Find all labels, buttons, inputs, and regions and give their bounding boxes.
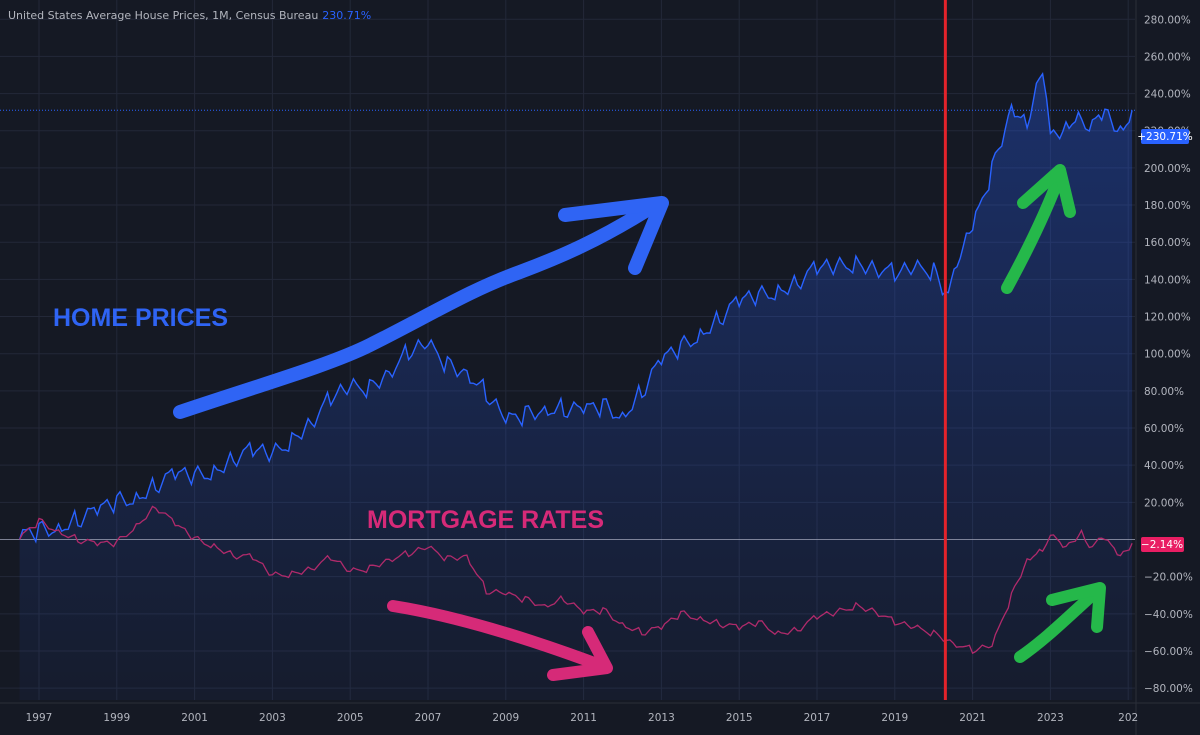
chart-title: United States Average House Prices, 1M, … — [8, 9, 319, 22]
y-tick-label: 140.00% — [1144, 274, 1191, 286]
x-tick-label: 202 — [1118, 712, 1138, 724]
green-arrow-prices — [1001, 164, 1076, 294]
mortgage-badge: −2.14% — [1141, 537, 1184, 552]
x-tick-label: 2001 — [181, 712, 208, 724]
mortgage-rates-arrow — [387, 600, 613, 681]
x-tick-label: 1997 — [26, 712, 53, 724]
home-price-badge-label: +230.71% — [1137, 131, 1193, 143]
y-tick-label: 60.00% — [1144, 423, 1184, 435]
green-arrow-rates — [1014, 582, 1106, 663]
x-tick-label: 2009 — [492, 712, 519, 724]
home-prices-line — [18, 71, 1133, 544]
mortgage-badge-label: −2.14% — [1141, 539, 1183, 551]
x-tick-label: 2003 — [259, 712, 286, 724]
x-tick-label: 2021 — [959, 712, 986, 724]
x-axis: 1997 1999 2001 2003 2005 2007 2009 2011 2013 2015… — [26, 712, 1139, 724]
x-tick-label: 2007 — [415, 712, 442, 724]
x-tick-label: 1999 — [103, 712, 130, 724]
chart-header: United States Average House Prices, 1M, … — [8, 9, 371, 22]
mortgage-rates-line — [19, 505, 1133, 655]
y-tick-label: 120.00% — [1144, 312, 1191, 324]
home-prices-arrow — [173, 196, 669, 419]
y-tick-label: 260.00% — [1144, 51, 1191, 63]
y-tick-label: 280.00% — [1144, 14, 1191, 26]
y-tick-label: 80.00% — [1144, 386, 1184, 398]
x-tick-label: 2023 — [1037, 712, 1064, 724]
x-tick-label: 2005 — [337, 712, 364, 724]
home-prices-area — [19, 73, 1133, 701]
home-prices-label: HOME PRICES — [53, 304, 228, 332]
y-tick-label: 200.00% — [1144, 163, 1191, 175]
y-tick-label: −20.00% — [1144, 572, 1193, 584]
y-tick-label: 20.00% — [1144, 497, 1184, 509]
y-tick-label: 240.00% — [1144, 89, 1191, 101]
x-tick-label: 2019 — [881, 712, 908, 724]
y-tick-label: 160.00% — [1144, 237, 1191, 249]
x-tick-label: 2013 — [648, 712, 675, 724]
y-tick-label: −40.00% — [1144, 609, 1193, 621]
x-tick-label: 2017 — [804, 712, 831, 724]
chart-header-value: 230.71% — [322, 9, 372, 22]
x-tick-label: 2011 — [570, 712, 597, 724]
x-tick-label: 2015 — [726, 712, 753, 724]
y-axis: 300.00%280.00%260.00%240.00%220.00%200.0… — [1144, 14, 1193, 695]
y-tick-label: 100.00% — [1144, 349, 1191, 361]
y-tick-label: 40.00% — [1144, 460, 1184, 472]
y-tick-label: −80.00% — [1144, 683, 1193, 695]
mortgage-rates-label: MORTGAGE RATES — [367, 506, 604, 534]
y-tick-label: 180.00% — [1144, 200, 1191, 212]
y-tick-label: −60.00% — [1144, 646, 1193, 658]
home-price-badge: +230.71% — [1137, 129, 1193, 144]
